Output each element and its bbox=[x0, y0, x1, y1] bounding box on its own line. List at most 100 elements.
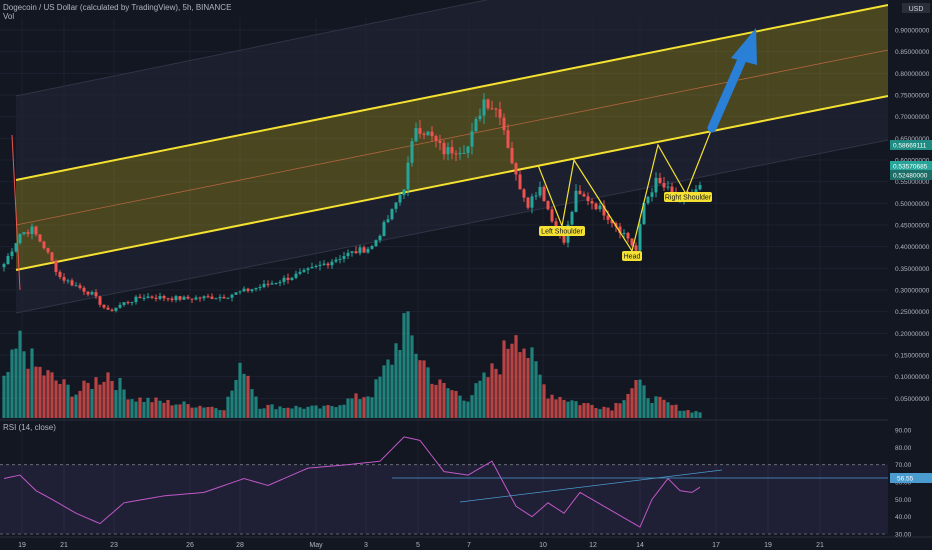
rsi-tick-label: 30.00 bbox=[895, 532, 912, 539]
volume-bar bbox=[654, 396, 658, 418]
volume-bar bbox=[310, 405, 314, 418]
candle-body bbox=[322, 263, 326, 265]
volume-bar bbox=[94, 377, 98, 418]
volume-bar bbox=[350, 398, 354, 418]
candle-body bbox=[534, 195, 538, 197]
volume-bar bbox=[206, 407, 210, 418]
price-axis: 0.90000000 0.85000000 0.80000000 0.75000000… bbox=[888, 0, 932, 550]
candle-body bbox=[170, 298, 174, 301]
volume-bar bbox=[290, 408, 294, 418]
candle-body bbox=[46, 248, 50, 253]
time-tick-label: 14 bbox=[636, 542, 644, 549]
candle-body bbox=[290, 277, 294, 280]
candle-body bbox=[274, 283, 278, 285]
price-tick-label: 0.50000000 bbox=[895, 201, 930, 208]
pattern-label: Head bbox=[624, 254, 641, 261]
time-tick-label: 21 bbox=[816, 542, 824, 549]
candle-body bbox=[102, 304, 106, 308]
candle-body bbox=[650, 192, 654, 197]
volume-bar bbox=[110, 380, 114, 418]
volume-bar bbox=[306, 406, 310, 418]
price-tick-label: 0.40000000 bbox=[895, 244, 930, 251]
candle-body bbox=[310, 267, 314, 269]
candle-body bbox=[426, 131, 430, 136]
volume-bar bbox=[198, 405, 202, 418]
candle-body bbox=[582, 194, 586, 197]
volume-bar bbox=[202, 407, 206, 418]
volume-bar bbox=[638, 379, 642, 418]
volume-bar bbox=[466, 401, 470, 418]
candle-body bbox=[450, 147, 454, 154]
candle-body bbox=[390, 208, 394, 220]
volume-bar bbox=[650, 402, 654, 418]
volume-bar bbox=[18, 330, 22, 418]
candle-body bbox=[574, 190, 578, 212]
price-label: 0.53570685 bbox=[893, 164, 928, 171]
candle-body bbox=[626, 232, 630, 239]
volume-bar bbox=[2, 375, 6, 418]
symbol-title: Dogecoin / US Dollar (calculated by Trad… bbox=[3, 3, 232, 12]
volume-bar bbox=[126, 399, 130, 418]
candle-body bbox=[442, 142, 446, 155]
volume-bar bbox=[398, 350, 402, 418]
price-tick-label: 0.80000000 bbox=[895, 71, 930, 78]
candle-body bbox=[22, 232, 26, 235]
volume-bar bbox=[458, 395, 462, 418]
volume-bar bbox=[642, 385, 646, 418]
channel-outer-line bbox=[15, 139, 889, 314]
volume-bar bbox=[362, 397, 366, 418]
volume-bar bbox=[298, 407, 302, 418]
candle-body bbox=[522, 189, 526, 198]
price-tick-label: 0.75000000 bbox=[895, 93, 930, 100]
volume-bar bbox=[186, 404, 190, 418]
volume-bar bbox=[254, 396, 258, 418]
volume-bar bbox=[610, 410, 614, 418]
channel-bound-line bbox=[15, 4, 889, 181]
candle-body bbox=[38, 234, 42, 242]
volume-bar bbox=[294, 405, 298, 418]
candle-body bbox=[630, 238, 634, 246]
candle-body bbox=[666, 186, 670, 188]
volume-bar bbox=[538, 374, 542, 418]
volume-bar bbox=[406, 311, 410, 418]
volume-bar bbox=[478, 380, 482, 418]
rsi-tick-label: 70.00 bbox=[895, 462, 912, 469]
volume-bar bbox=[454, 390, 458, 418]
candle-body bbox=[366, 248, 370, 253]
volume-bar bbox=[690, 412, 694, 418]
candle-body bbox=[126, 302, 130, 304]
candle-body bbox=[238, 291, 242, 293]
candle-body bbox=[538, 186, 542, 196]
volume-bar bbox=[486, 377, 490, 418]
candle-body bbox=[422, 133, 426, 136]
volume-bar bbox=[502, 340, 506, 418]
candle-body bbox=[242, 288, 246, 292]
price-tick-label: 0.45000000 bbox=[895, 223, 930, 230]
volume-bar bbox=[166, 399, 170, 418]
candle-body bbox=[430, 131, 434, 137]
candle-body bbox=[654, 177, 658, 193]
candle-body bbox=[226, 297, 230, 299]
volume-bar bbox=[330, 406, 334, 418]
volume-bar bbox=[382, 365, 386, 418]
candle-body bbox=[178, 296, 182, 300]
candle-body bbox=[670, 186, 674, 194]
rsi-tick-label: 90.00 bbox=[895, 428, 912, 435]
volume-bar bbox=[506, 348, 510, 418]
volume-bar bbox=[66, 384, 70, 418]
candle-body bbox=[698, 185, 702, 190]
candle-body bbox=[502, 117, 506, 131]
volume-bar bbox=[314, 405, 318, 418]
price-label-bg bbox=[890, 161, 932, 171]
price-tick-label: 0.65000000 bbox=[895, 136, 930, 143]
candle-body bbox=[510, 147, 514, 164]
volume-bar bbox=[190, 407, 194, 418]
candle-body bbox=[254, 287, 258, 290]
candle-body bbox=[234, 292, 238, 295]
spike-wick bbox=[11, 134, 21, 291]
volume-bar bbox=[374, 379, 378, 418]
volume-bar bbox=[258, 408, 262, 418]
candle-body bbox=[482, 99, 486, 116]
volume-bar bbox=[682, 410, 686, 418]
